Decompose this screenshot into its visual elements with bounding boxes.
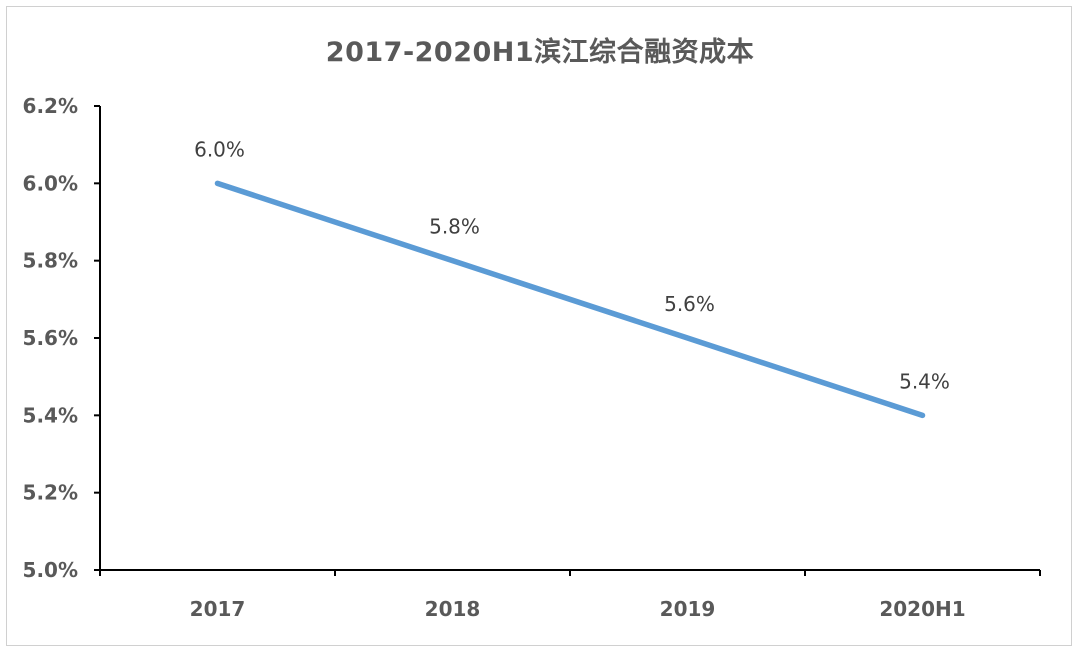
y-tick-label: 6.2%: [23, 94, 78, 118]
y-tick-label: 5.8%: [23, 249, 78, 273]
x-tick-label: 2017: [190, 597, 246, 621]
data-point: [450, 258, 455, 264]
y-tick-label: 5.6%: [23, 326, 78, 350]
data-point: [215, 180, 220, 186]
y-tick-label: 5.0%: [23, 558, 78, 582]
axes: [99, 106, 1040, 571]
data-point: [685, 335, 690, 341]
series-line: [214, 180, 926, 419]
y-tick-label: 5.4%: [23, 403, 78, 427]
data-label: 6.0%: [194, 137, 245, 161]
y-axis-ticks: 5.0% 5.2% 5.4% 5.6% 5.8% 6.0% 6.2%: [23, 94, 100, 582]
data-label: 5.4%: [899, 369, 950, 393]
x-tick-label: 2019: [660, 597, 716, 621]
data-labels: 6.0% 5.8% 5.6% 5.4%: [194, 137, 950, 393]
data-label: 5.6%: [664, 292, 715, 316]
x-tick-label: 2018: [425, 597, 481, 621]
chart-title: 2017-2020H1滨江综合融资成本: [325, 37, 755, 68]
chart-frame: [6, 6, 1072, 646]
y-tick-label: 5.2%: [23, 481, 78, 505]
x-axis-ticks: 2017 2018 2019 2020H1: [99, 570, 1041, 621]
data-point: [920, 412, 925, 418]
x-tick-label: 2020H1: [879, 597, 965, 621]
series: [214, 180, 926, 419]
y-tick-label: 6.0%: [23, 171, 78, 195]
data-label: 5.8%: [429, 215, 480, 239]
